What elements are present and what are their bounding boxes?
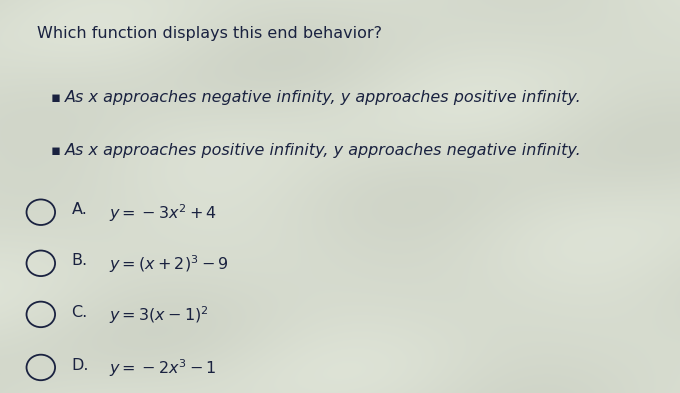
Text: ▪: ▪ bbox=[51, 90, 61, 105]
Text: $y = -3x^2 + 4$: $y = -3x^2 + 4$ bbox=[109, 202, 217, 224]
Text: $y = (x + 2)^3 - 9$: $y = (x + 2)^3 - 9$ bbox=[109, 253, 228, 275]
Text: Which function displays this end behavior?: Which function displays this end behavio… bbox=[37, 26, 382, 40]
Text: As x approaches positive infinity, y approaches negative infinity.: As x approaches positive infinity, y app… bbox=[65, 143, 581, 158]
Text: D.: D. bbox=[71, 358, 89, 373]
Text: As x approaches negative infinity, y approaches positive infinity.: As x approaches negative infinity, y app… bbox=[65, 90, 581, 105]
Text: C.: C. bbox=[71, 305, 88, 320]
Text: A.: A. bbox=[71, 202, 87, 217]
Text: B.: B. bbox=[71, 253, 88, 268]
Text: $y = 3(x - 1)^2$: $y = 3(x - 1)^2$ bbox=[109, 305, 208, 326]
Text: $y = -2x^3 - 1$: $y = -2x^3 - 1$ bbox=[109, 358, 216, 379]
Text: ▪: ▪ bbox=[51, 143, 61, 158]
